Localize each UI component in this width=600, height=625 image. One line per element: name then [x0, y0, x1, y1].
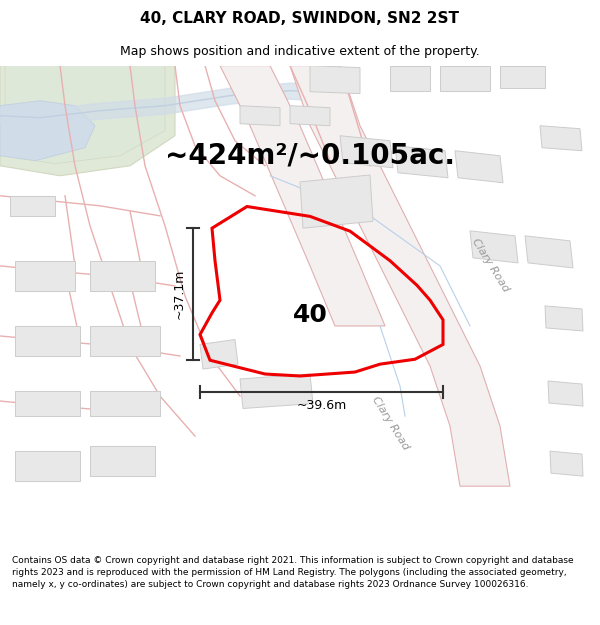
Text: Clary Road: Clary Road [470, 237, 511, 294]
Polygon shape [15, 391, 80, 416]
Polygon shape [90, 261, 155, 291]
Polygon shape [0, 66, 175, 176]
Polygon shape [390, 66, 430, 91]
Polygon shape [240, 106, 280, 126]
Polygon shape [340, 136, 393, 168]
Polygon shape [220, 66, 385, 326]
Text: ~37.1m: ~37.1m [173, 269, 185, 319]
Text: 40, CLARY ROAD, SWINDON, SN2 2ST: 40, CLARY ROAD, SWINDON, SN2 2ST [140, 11, 460, 26]
Text: Map shows position and indicative extent of the property.: Map shows position and indicative extent… [120, 45, 480, 58]
Text: ~424m²/~0.105ac.: ~424m²/~0.105ac. [165, 141, 455, 169]
Polygon shape [15, 326, 80, 356]
Polygon shape [310, 66, 360, 94]
Polygon shape [10, 196, 55, 216]
Polygon shape [90, 326, 160, 356]
Polygon shape [5, 66, 165, 164]
Polygon shape [290, 106, 330, 126]
Text: ~39.6m: ~39.6m [296, 399, 347, 412]
Polygon shape [90, 391, 160, 416]
Polygon shape [545, 306, 583, 331]
Polygon shape [440, 66, 490, 91]
Polygon shape [525, 236, 573, 268]
Polygon shape [15, 261, 75, 291]
Polygon shape [548, 381, 583, 406]
Polygon shape [290, 66, 510, 486]
Polygon shape [0, 101, 95, 161]
Polygon shape [550, 451, 583, 476]
Polygon shape [500, 66, 545, 88]
Polygon shape [470, 231, 518, 263]
Polygon shape [240, 374, 313, 409]
Polygon shape [540, 126, 582, 151]
Polygon shape [200, 339, 238, 369]
Polygon shape [300, 175, 373, 228]
Polygon shape [455, 151, 503, 182]
Text: 40: 40 [293, 303, 328, 327]
Text: Contains OS data © Crown copyright and database right 2021. This information is : Contains OS data © Crown copyright and d… [12, 556, 574, 589]
Polygon shape [395, 146, 448, 177]
Text: Clary Road: Clary Road [370, 395, 410, 452]
Polygon shape [90, 446, 155, 476]
Polygon shape [15, 451, 80, 481]
